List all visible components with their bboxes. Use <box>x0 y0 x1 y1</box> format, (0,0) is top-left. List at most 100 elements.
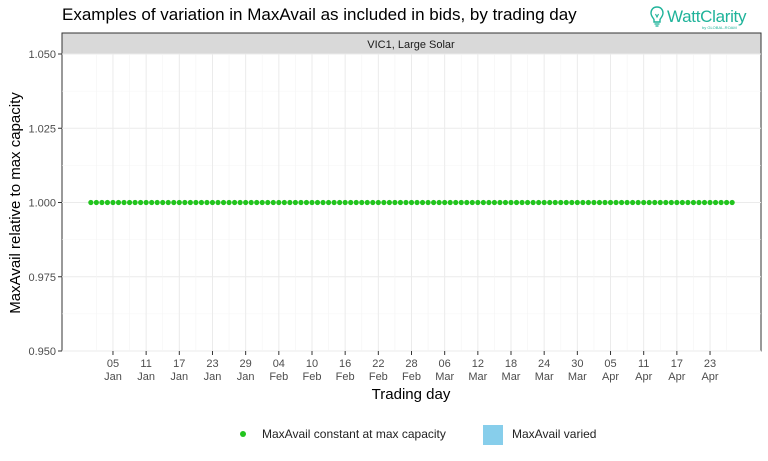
x-tick-label-day: 05 <box>604 358 616 370</box>
data-point <box>569 199 575 206</box>
data-point <box>364 199 370 206</box>
data-point <box>552 199 558 206</box>
x-tick-label-day: 28 <box>405 358 417 370</box>
x-tick-label-month: Apr <box>668 371 685 383</box>
data-point <box>325 199 332 206</box>
data-point <box>718 199 724 206</box>
legend-label-constant: MaxAvail constant at max capacity <box>262 427 446 441</box>
data-point <box>254 199 260 206</box>
data-point <box>624 199 630 206</box>
x-tick-label-month: Jan <box>237 371 255 383</box>
data-point <box>524 199 531 206</box>
data-point <box>613 199 619 206</box>
x-tick-label-day: 16 <box>339 358 351 370</box>
data-point <box>138 199 144 206</box>
data-point <box>298 199 304 206</box>
data-point <box>359 199 365 206</box>
data-point <box>641 199 647 206</box>
x-tick-label-month: Apr <box>701 371 718 383</box>
legend-label-varied: MaxAvail varied <box>512 427 597 441</box>
legend: MaxAvail constant at max capacity MaxAva… <box>0 420 768 450</box>
data-point <box>259 199 265 206</box>
data-point <box>314 199 321 206</box>
data-point <box>165 199 171 206</box>
data-point <box>115 199 122 206</box>
x-tick-label-day: 18 <box>505 358 517 370</box>
x-axis: 05Jan11Jan17Jan23Jan29Jan04Feb10Feb16Feb… <box>104 351 719 383</box>
data-point <box>436 199 442 206</box>
data-point <box>679 199 685 206</box>
data-point <box>220 199 227 206</box>
brand-byline: by GLOBAL-ROAM <box>702 25 737 30</box>
data-point <box>348 199 354 206</box>
data-point <box>425 199 431 206</box>
y-tick-label: 0.950 <box>28 346 56 358</box>
data-point <box>618 199 625 206</box>
data-point <box>574 199 580 206</box>
data-point <box>270 199 276 206</box>
x-tick-label-month: Feb <box>402 371 421 383</box>
data-point <box>513 199 520 206</box>
data-point <box>292 199 299 206</box>
data-point <box>491 199 498 206</box>
data-point <box>243 199 249 206</box>
data-point <box>414 199 420 206</box>
x-tick-label-month: Feb <box>336 371 355 383</box>
data-point <box>303 199 310 206</box>
x-tick-label-month: Mar <box>568 371 587 383</box>
legend-marker-square <box>483 425 503 445</box>
x-tick-label-day: 04 <box>273 358 285 370</box>
y-tick-label: 1.000 <box>28 198 56 210</box>
data-point <box>231 199 238 206</box>
data-point <box>674 199 680 206</box>
data-point <box>171 199 177 206</box>
y-axis: 0.950 0.975 1.000 1.025 1.050 <box>28 49 62 358</box>
data-point <box>149 199 155 206</box>
data-point <box>104 199 111 206</box>
data-point <box>696 199 702 206</box>
data-point <box>657 199 663 206</box>
data-point <box>408 199 415 206</box>
data-point <box>668 199 674 206</box>
data-point <box>276 199 282 206</box>
data-point <box>353 199 359 206</box>
brand-logo: WattClarity by GLOBAL-ROAM <box>650 6 762 30</box>
x-tick-label-month: Jan <box>137 371 155 383</box>
data-point <box>88 199 94 206</box>
data-point <box>143 199 149 206</box>
data-point <box>392 199 398 206</box>
y-axis-title: MaxAvail relative to max capacity <box>7 92 24 314</box>
data-point <box>480 199 486 206</box>
data-point <box>99 199 105 206</box>
data-point <box>442 199 448 206</box>
y-tick-label: 0.975 <box>28 272 56 284</box>
data-point <box>265 199 271 206</box>
data-point <box>685 199 691 206</box>
data-point <box>563 199 569 206</box>
data-point <box>193 199 199 206</box>
chart-plot: VIC1, Large Solar 0.950 0.975 1.000 1.025 1.… <box>7 32 762 403</box>
data-point <box>281 199 287 206</box>
x-tick-label-month: Mar <box>468 371 487 383</box>
x-tick-label-day: 11 <box>140 358 151 370</box>
data-point <box>198 199 205 206</box>
data-point <box>458 199 464 206</box>
data-point <box>607 199 614 206</box>
data-point <box>646 199 652 206</box>
chart-title: Examples of variation in MaxAvail as inc… <box>62 5 577 24</box>
data-point <box>121 199 127 206</box>
data-point <box>541 199 547 206</box>
data-point <box>160 199 166 206</box>
series-points <box>88 199 735 206</box>
x-tick-label-day: 17 <box>173 358 185 370</box>
data-point <box>530 199 536 206</box>
x-tick-label-month: Jan <box>104 371 122 383</box>
x-tick-label-day: 10 <box>306 358 318 370</box>
data-point <box>419 199 426 206</box>
data-point <box>475 199 481 206</box>
data-point <box>226 199 232 206</box>
data-point <box>724 199 730 206</box>
data-point <box>176 199 182 206</box>
facet-label: VIC1, Large Solar <box>367 39 455 51</box>
x-tick-label-day: 11 <box>638 358 649 370</box>
